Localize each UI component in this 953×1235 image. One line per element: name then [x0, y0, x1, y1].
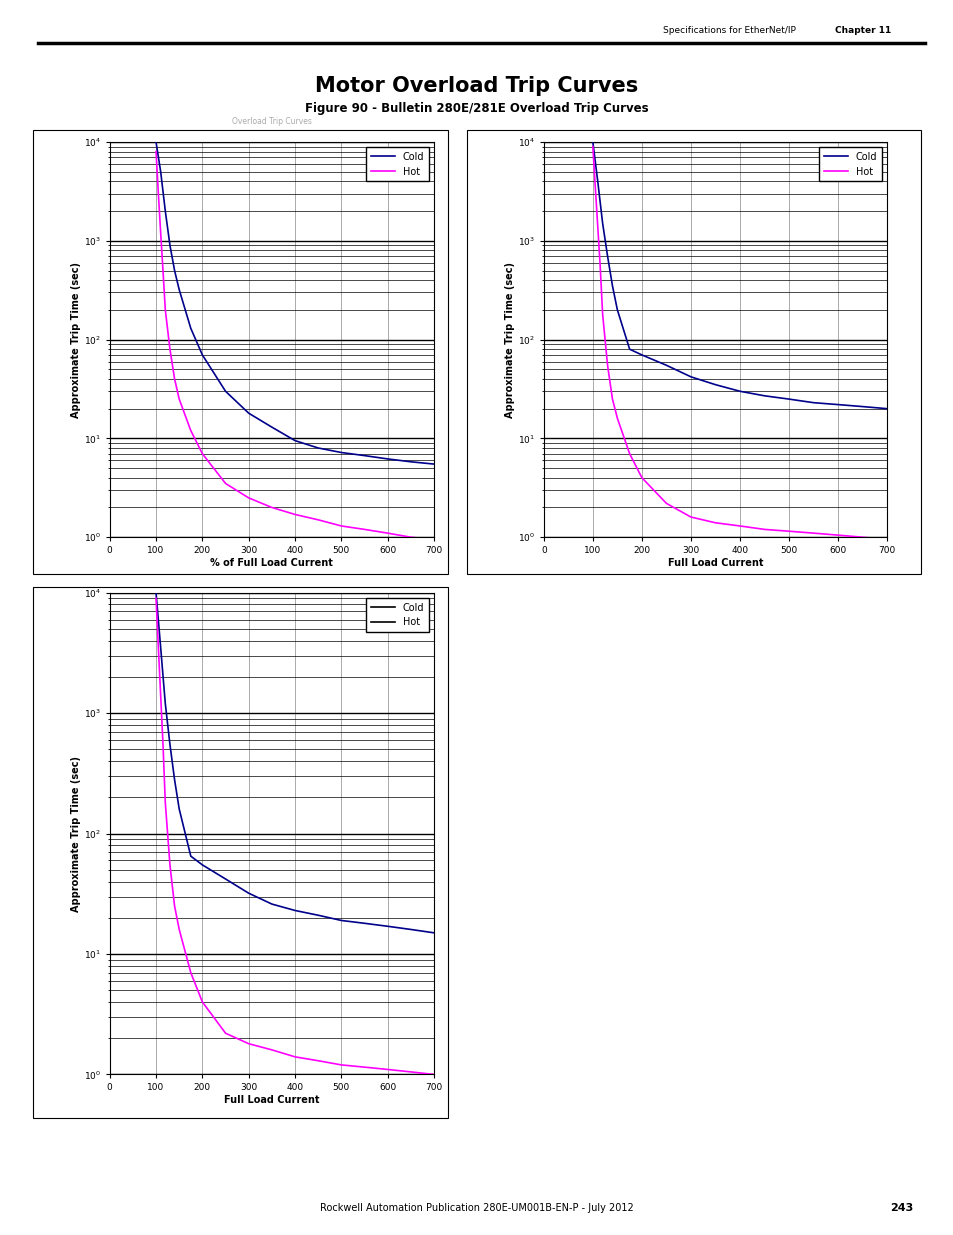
X-axis label: % of Full Load Current: % of Full Load Current — [211, 558, 333, 568]
Text: Specifications for EtherNet/IP: Specifications for EtherNet/IP — [662, 26, 795, 35]
Y-axis label: Approximate Trip Time (sec): Approximate Trip Time (sec) — [504, 262, 515, 417]
Text: Figure 90 - Bulletin 280E/281E Overload Trip Curves: Figure 90 - Bulletin 280E/281E Overload … — [305, 103, 648, 115]
Legend: Cold, Hot: Cold, Hot — [819, 147, 882, 182]
Text: Rockwell Automation Publication 280E-UM001B-EN-P - July 2012: Rockwell Automation Publication 280E-UM0… — [320, 1203, 633, 1213]
Text: Overload Trip Curves: Overload Trip Curves — [232, 117, 312, 126]
Text: Chapter 11: Chapter 11 — [834, 26, 890, 35]
Text: Motor Overload Trip Curves: Motor Overload Trip Curves — [315, 77, 638, 96]
Legend: Cold, Hot: Cold, Hot — [366, 598, 429, 632]
X-axis label: Full Load Current: Full Load Current — [667, 558, 762, 568]
Y-axis label: Approximate Trip Time (sec): Approximate Trip Time (sec) — [71, 262, 81, 417]
Legend: Cold, Hot: Cold, Hot — [366, 147, 429, 182]
Text: 243: 243 — [889, 1203, 912, 1213]
X-axis label: Full Load Current: Full Load Current — [224, 1095, 319, 1105]
Y-axis label: Approximate Trip Time (sec): Approximate Trip Time (sec) — [71, 756, 81, 911]
